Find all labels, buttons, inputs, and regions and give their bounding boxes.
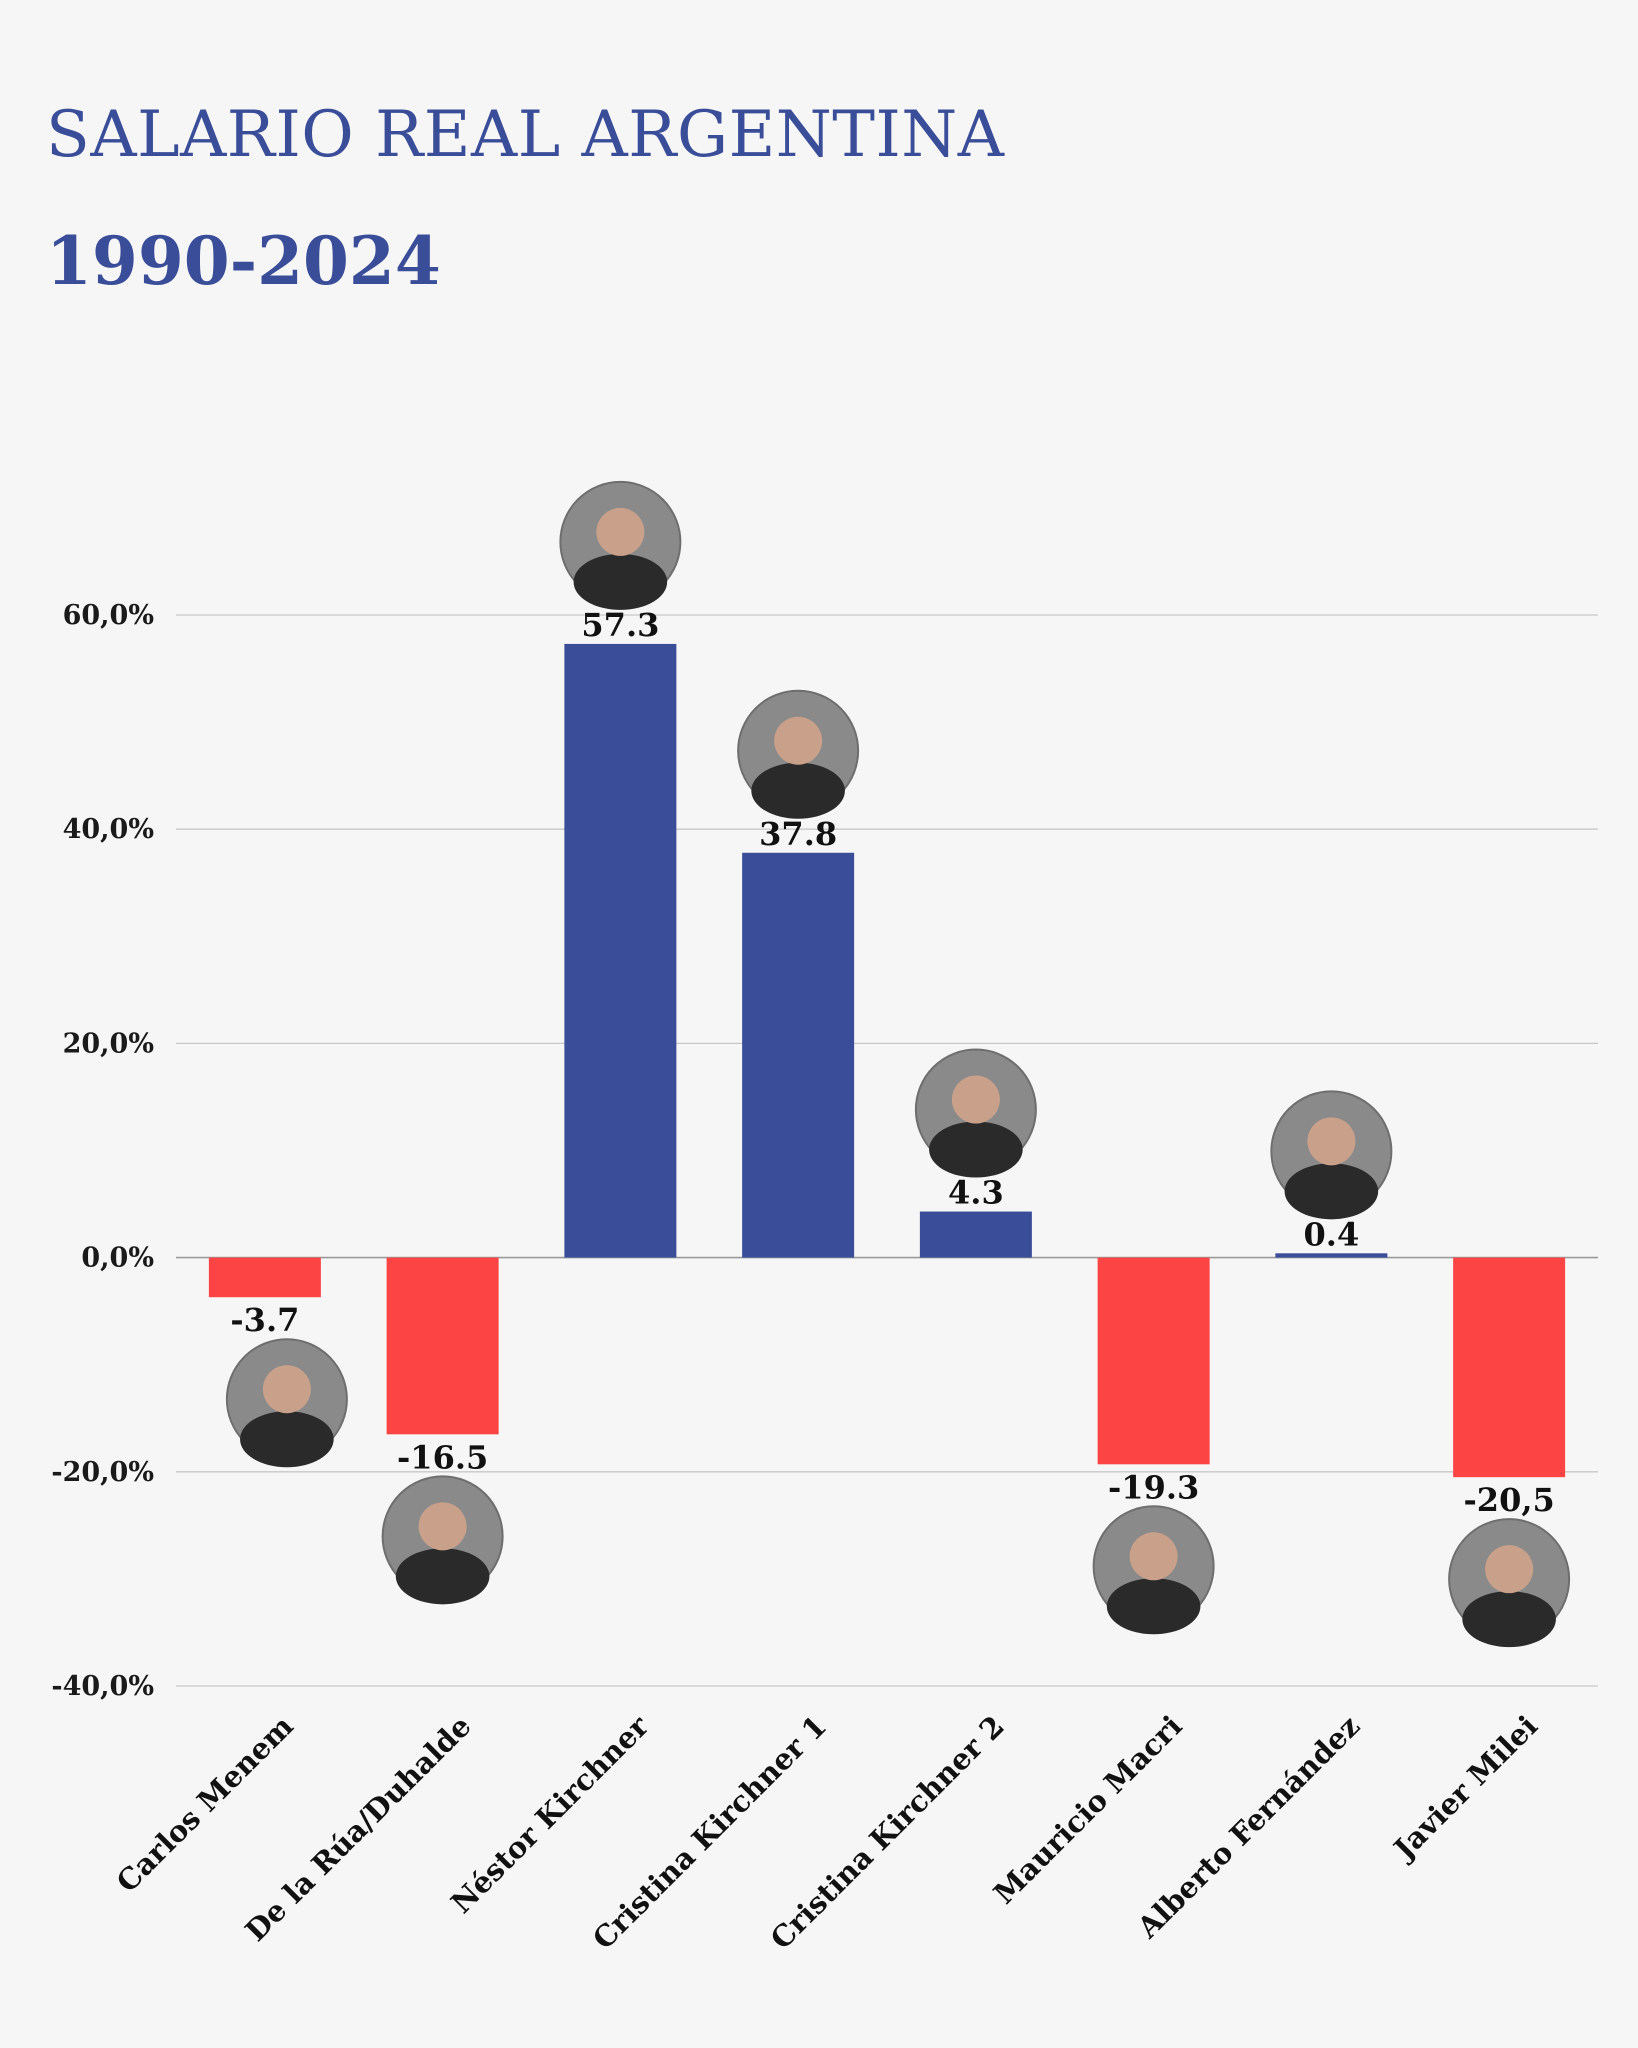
avatar-suit-shape <box>240 1411 334 1468</box>
bar <box>386 1257 499 1435</box>
avatar-suit-shape <box>1462 1591 1556 1648</box>
y-tick-label: 0,0% <box>81 1243 154 1274</box>
avatar-face-shape <box>596 507 645 556</box>
y-tick-label: 60,0% <box>63 600 154 631</box>
avatar-suit-shape <box>395 1548 490 1605</box>
bar <box>919 1211 1032 1258</box>
x-tick-label: Mauricio Macri <box>987 1709 1189 1911</box>
avatar-suit-shape <box>1106 1578 1201 1635</box>
bar <box>564 643 677 1258</box>
avatar-suit-shape <box>929 1121 1023 1178</box>
bar <box>742 852 855 1258</box>
avatar-suit-shape <box>751 762 845 819</box>
value-label: -16.5 <box>397 1438 488 1476</box>
x-tick-label: Carlos Menem <box>110 1709 300 1899</box>
y-tick-label: 20,0% <box>63 1028 154 1059</box>
bar <box>1453 1257 1566 1478</box>
bar <box>1275 1253 1388 1258</box>
bar <box>1097 1257 1210 1465</box>
value-label: 0.4 <box>1304 1215 1360 1253</box>
y-tick-label: -40,0% <box>51 1671 154 1702</box>
avatar-suit-shape <box>573 553 668 610</box>
value-label: 37.8 <box>759 815 837 853</box>
value-label: 4.3 <box>948 1174 1004 1212</box>
avatar-face-shape <box>951 1075 1000 1124</box>
avatar-face-shape <box>418 1502 467 1551</box>
value-label: -19.3 <box>1108 1468 1199 1506</box>
value-label: -20,5 <box>1464 1481 1555 1519</box>
chart-title: SALARIO REAL ARGENTINA <box>46 98 1005 172</box>
value-label: -3.7 <box>230 1301 299 1339</box>
avatar-face-shape <box>262 1365 311 1414</box>
y-tick-label: 40,0% <box>63 814 154 845</box>
avatar-face-shape <box>774 716 823 765</box>
avatar-suit-shape <box>1284 1163 1379 1220</box>
avatar-face-shape <box>1129 1532 1178 1581</box>
value-label: 57.3 <box>581 606 659 644</box>
y-tick-label: -20,0% <box>51 1457 154 1488</box>
avatar-face-shape <box>1485 1545 1534 1594</box>
x-tick-label: Javier Milei <box>1385 1709 1544 1868</box>
bar <box>208 1257 321 1298</box>
x-tick-label: Néstor Kirchner <box>444 1708 656 1920</box>
chart-subtitle: 1990-2024 <box>46 222 441 300</box>
avatar-face-shape <box>1307 1117 1356 1166</box>
